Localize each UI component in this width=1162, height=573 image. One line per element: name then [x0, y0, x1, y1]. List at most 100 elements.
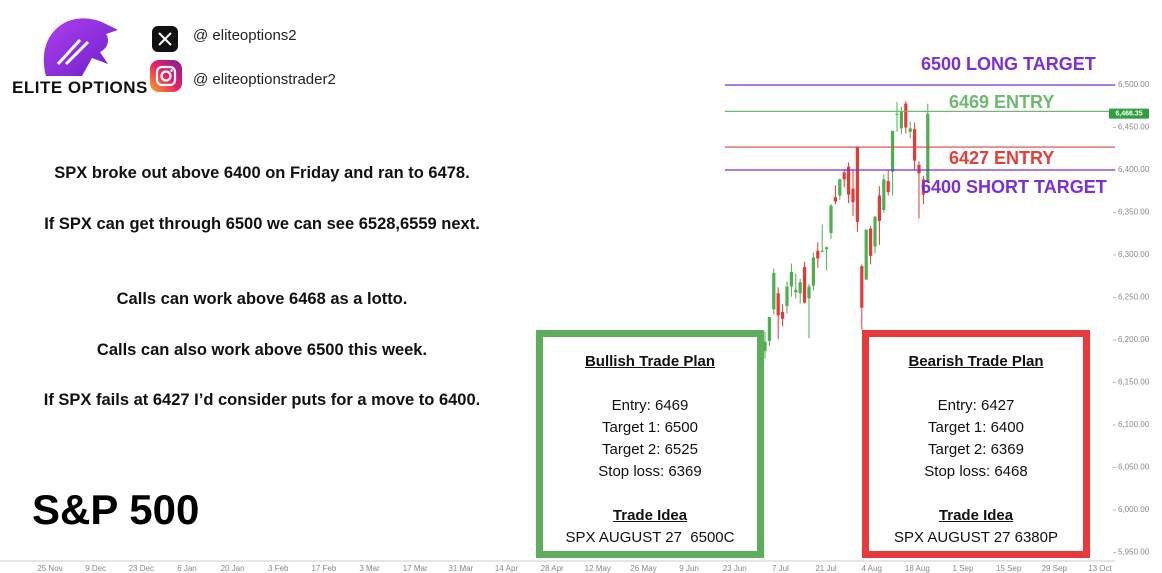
y-tick-label: 5,950.00 — [1118, 548, 1150, 557]
candle-body — [860, 266, 864, 308]
y-tick-label: 6,150.00 — [1118, 378, 1150, 387]
level-label: 6400 SHORT TARGET — [921, 177, 1107, 197]
commentary: Calls can work above 6468 as a lotto. — [116, 290, 408, 308]
candle-body — [917, 164, 921, 174]
trade-plan: Bullish Trade Plan Entry: 6469 Target 1: 6… — [536, 330, 764, 558]
price-tag-label: 6,466.35 — [1115, 110, 1142, 117]
level-label: 6469 ENTRY — [949, 92, 1054, 112]
level-label: 6427 ENTRY — [949, 148, 1054, 168]
candle-body — [781, 311, 785, 319]
x-tick-label: 9 Jun — [679, 564, 699, 573]
idea-title: Trade Idea — [612, 507, 688, 524]
candle-body — [842, 172, 846, 180]
candle-body — [913, 129, 917, 161]
candle-body — [855, 147, 859, 222]
commentary: If SPX can get through 6500 we can see 6… — [44, 215, 480, 233]
y-tick-label: 6,350.00 — [1118, 208, 1150, 217]
x-tick-label: 9 Dec — [85, 564, 106, 573]
candle-body — [825, 247, 829, 250]
candle-body — [847, 166, 851, 195]
plan-line: Target 1: 6500 — [602, 419, 698, 436]
x-tick-label: 31 Mar — [448, 564, 473, 573]
plan-title: Bullish Trade Plan — [584, 353, 716, 370]
level-label: 6500 LONG TARGET — [921, 54, 1096, 74]
plan-line: Stop loss: 6468 — [924, 463, 1028, 480]
x-tick-label: 23 Dec — [129, 564, 154, 573]
instagram-icon — [150, 60, 182, 92]
candle-body — [772, 272, 776, 310]
candle-body — [807, 286, 811, 299]
brand: ELITE OPTIONS — [12, 78, 148, 97]
y-tick-label: 6,400.00 — [1118, 165, 1150, 174]
candle-body — [908, 128, 912, 132]
y-tick-label: 6,500.00 — [1118, 80, 1150, 89]
candle-body — [763, 341, 767, 352]
x-tick-label: 4 Aug — [861, 564, 881, 573]
commentary: Calls can also work above 6500 this week… — [96, 341, 428, 359]
x-tick-label: 1 Sep — [953, 564, 974, 573]
x-tick-label: 15 Sep — [996, 564, 1022, 573]
x-tick-label: 13 Oct — [1088, 564, 1112, 573]
plan-line: Target 1: 6400 — [928, 419, 1024, 436]
y-tick-label: 6,200.00 — [1118, 335, 1150, 344]
y-tick-label: 6,250.00 — [1118, 293, 1150, 302]
candle-body — [803, 266, 807, 303]
commentary: If SPX fails at 6427 I’d consider puts f… — [43, 391, 481, 409]
candle-body — [794, 289, 798, 293]
x-icon — [152, 26, 178, 52]
x-tick-label: 28 Apr — [541, 564, 564, 573]
candle-body — [833, 197, 837, 202]
idea-title: Trade Idea — [938, 507, 1014, 524]
candle-body — [776, 293, 780, 316]
candle-body — [789, 272, 793, 287]
plan-line: Entry: 6427 — [937, 397, 1015, 414]
candle-body — [899, 111, 903, 129]
plan-line: Entry: 6469 — [611, 397, 689, 414]
x-tick-label: 12 May — [585, 564, 611, 573]
x-tick-label: 23 Jun — [723, 564, 747, 573]
candle-body — [869, 228, 873, 256]
candle-body — [873, 216, 877, 247]
y-tick-label: 6,000.00 — [1118, 505, 1150, 514]
plan-line: Target 2: 6525 — [602, 441, 698, 458]
price-tag — [1109, 108, 1149, 119]
x-tick-label: 18 Aug — [905, 564, 930, 573]
plan-line: Target 2: 6369 — [928, 441, 1024, 458]
candle-body — [864, 229, 868, 280]
x-tick-label: 17 Mar — [403, 564, 428, 573]
logo-mark — [43, 18, 118, 76]
candle-body — [882, 179, 886, 210]
y-tick-label: 6,100.00 — [1118, 420, 1150, 429]
x-tick-label: 20 Jan — [221, 564, 245, 573]
candle-body — [926, 113, 930, 182]
candle-body — [816, 250, 820, 259]
ticker: S&P 500 — [32, 486, 200, 533]
plan-title: Bearish Trade Plan — [908, 353, 1044, 370]
candle-body — [895, 113, 899, 115]
social-handle: @ eliteoptionstrader2 — [193, 71, 336, 88]
candle-body — [811, 257, 815, 286]
x-tick-label: 21 Jul — [815, 564, 837, 573]
x-tick-label: 26 May — [630, 564, 656, 573]
y-tick-label: 6,300.00 — [1118, 250, 1150, 259]
candle-body — [838, 179, 842, 196]
candle-body — [798, 282, 802, 294]
idea: SPX AUGUST 27 6500C — [565, 529, 735, 546]
x-tick-label: 7 Jul — [772, 564, 789, 573]
candle-body — [877, 195, 881, 221]
candle-body — [921, 179, 925, 195]
candle-body — [851, 188, 855, 203]
x-tick-label: 6 Jan — [177, 564, 197, 573]
social-handle: @ eliteoptions2 — [193, 27, 297, 44]
x-tick-label: 14 Apr — [495, 564, 518, 573]
idea: SPX AUGUST 27 6380P — [894, 529, 1058, 546]
candle-body — [820, 250, 824, 252]
x-tick-label: 3 Mar — [359, 564, 380, 573]
candle-body — [886, 181, 890, 193]
y-tick-label: 6,050.00 — [1118, 463, 1150, 472]
candle-body — [891, 130, 895, 172]
candle-body — [785, 286, 789, 306]
plan-line: Stop loss: 6369 — [598, 463, 702, 480]
